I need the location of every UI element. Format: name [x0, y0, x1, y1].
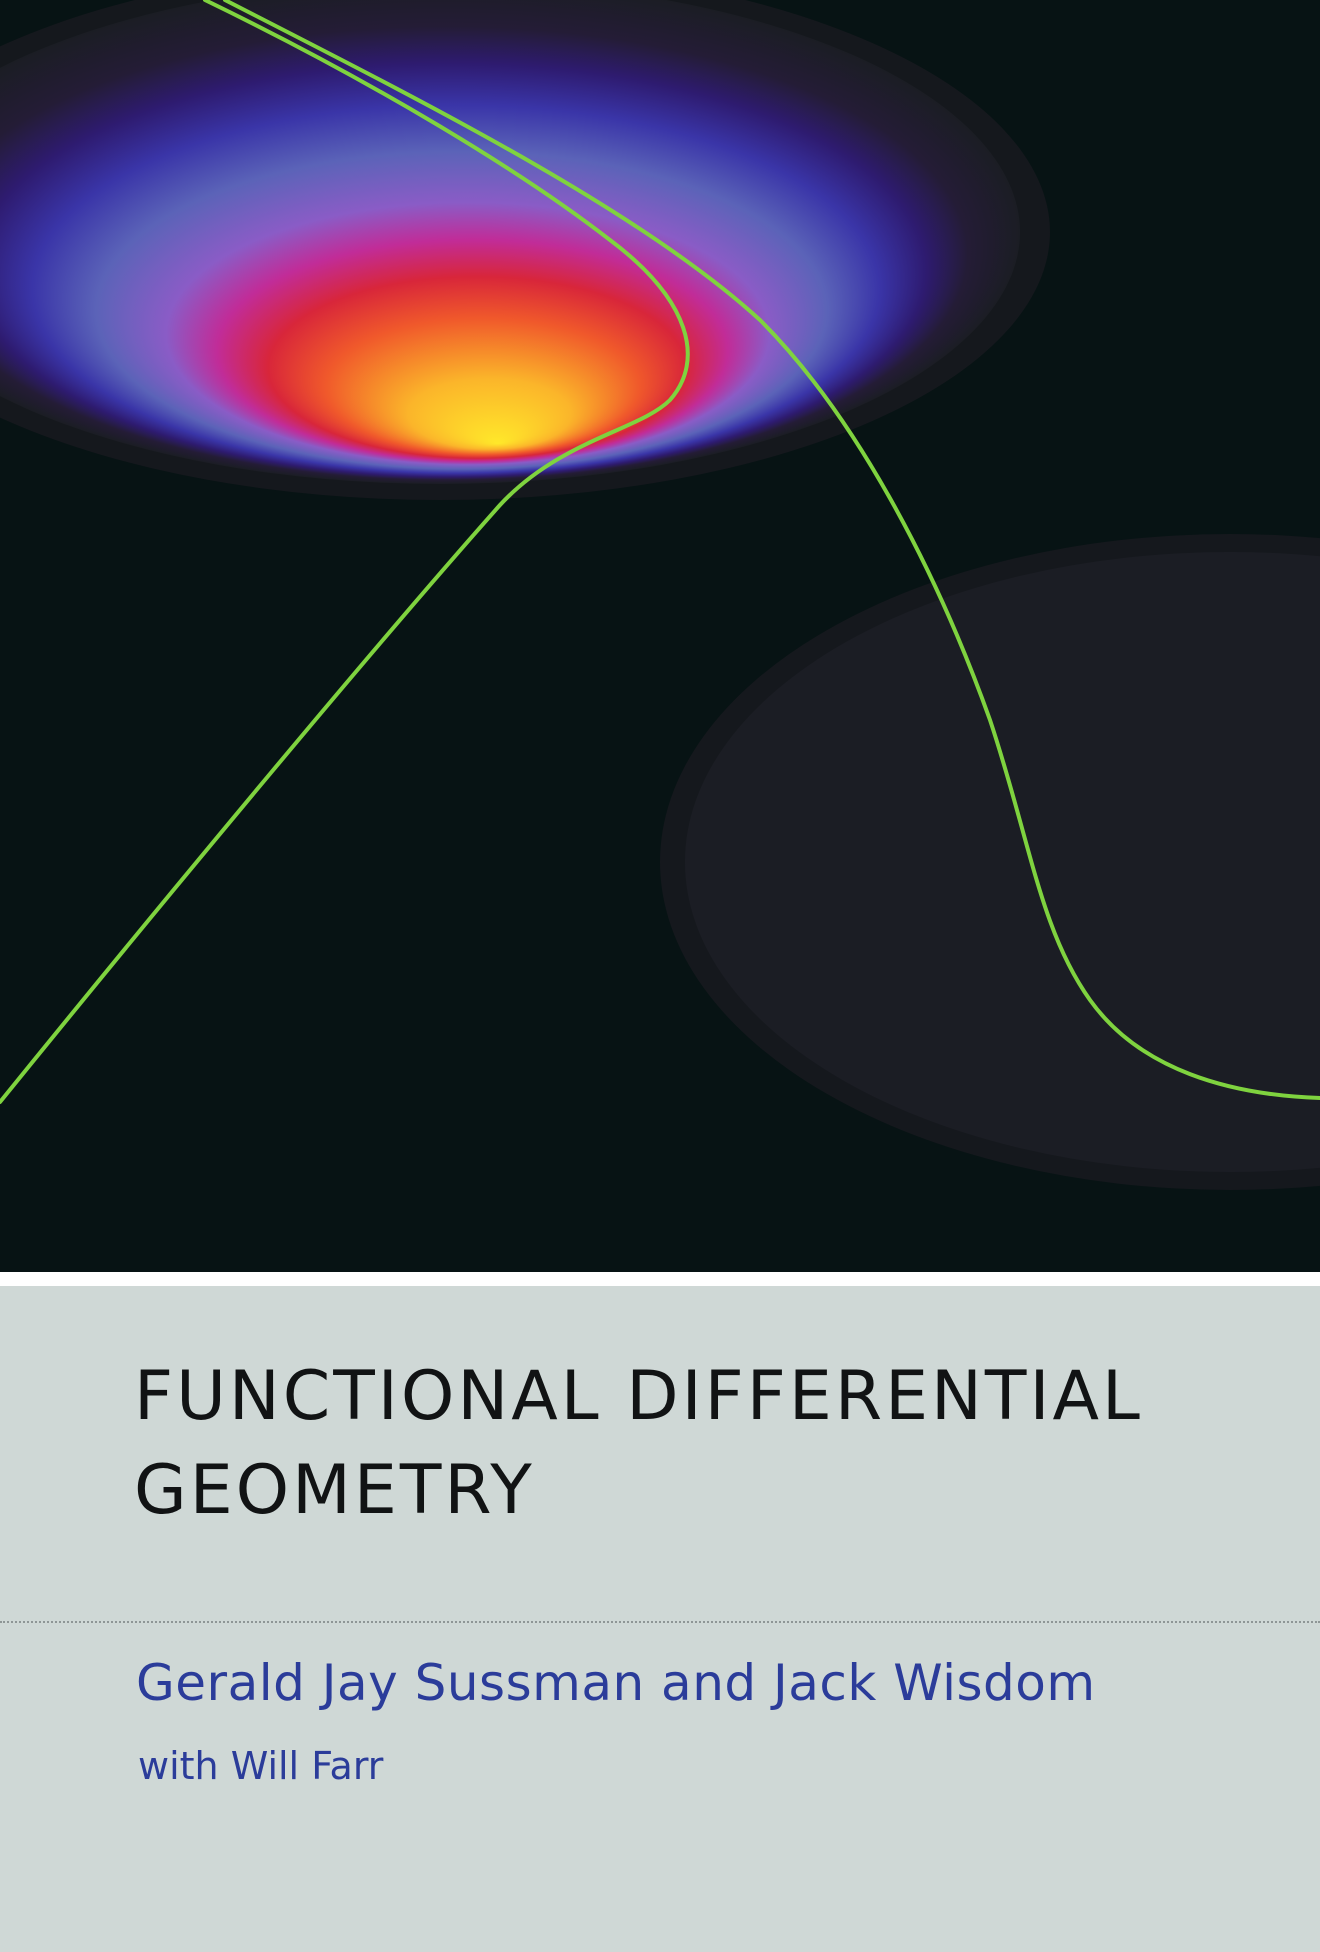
title-panel: FUNCTIONAL DIFFERENTIAL GEOMETRY Gerald …: [0, 1286, 1320, 1952]
book-title-line-2: GEOMETRY: [134, 1451, 535, 1530]
dotted-divider: [0, 1621, 1320, 1623]
book-contributor: with Will Farr: [138, 1744, 384, 1788]
divider-band: [0, 1272, 1320, 1286]
upper-well: [0, 0, 1050, 500]
potential-wells-graphic: [0, 0, 1320, 1190]
lower-well: [660, 534, 1320, 1190]
book-title-line-1: FUNCTIONAL DIFFERENTIAL: [134, 1357, 1143, 1436]
cover-illustration: [0, 0, 1320, 1272]
book-title: FUNCTIONAL DIFFERENTIAL GEOMETRY: [134, 1350, 1143, 1538]
trajectory-curve: [0, 0, 1320, 1104]
book-authors: Gerald Jay Sussman and Jack Wisdom: [136, 1654, 1096, 1712]
